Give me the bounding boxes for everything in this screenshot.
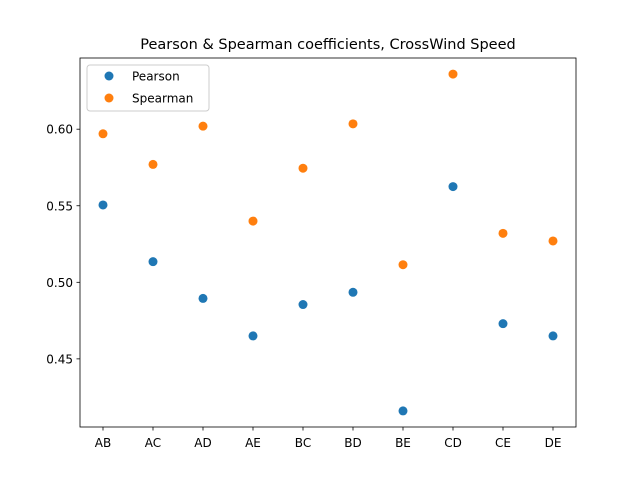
legend: Pearson Spearman (86, 64, 210, 112)
spearman-point (298, 163, 308, 173)
spearman-point (498, 228, 508, 238)
x-tick-label: AE (245, 436, 261, 450)
legend-frame (86, 64, 210, 112)
pearson-point (448, 182, 458, 192)
pearson-point (198, 293, 208, 303)
pearson-point (348, 287, 358, 297)
x-tick-label: BD (344, 436, 361, 450)
spearman-point (548, 236, 558, 246)
pearson-point (248, 331, 258, 341)
y-tick-label: 0.60 (46, 123, 73, 137)
pearson-point (148, 257, 158, 267)
x-tick-label: CD (444, 436, 462, 450)
legend-label-pearson: Pearson (132, 70, 180, 84)
spearman-point (448, 69, 458, 79)
spearman-point (98, 129, 108, 139)
x-tick-label: CE (495, 436, 511, 450)
x-axis: AB AC AD AE BC BD BE CD CE DE (95, 427, 562, 450)
x-tick-label: BE (395, 436, 411, 450)
x-tick-label: AC (145, 436, 161, 450)
legend-marker-spearman (104, 93, 114, 103)
spearman-point (148, 159, 158, 169)
y-tick-label: 0.50 (46, 276, 73, 290)
pearson-point (498, 319, 508, 329)
y-tick-label: 0.55 (46, 199, 73, 213)
x-tick-label: AD (194, 436, 211, 450)
pearson-point (398, 406, 408, 416)
pearson-point (548, 331, 558, 341)
series-spearman (98, 69, 558, 270)
x-tick-label: BC (295, 436, 311, 450)
y-axis: 0.45 0.50 0.55 0.60 (46, 123, 80, 366)
legend-label-spearman: Spearman (132, 92, 193, 106)
series-pearson (98, 182, 558, 416)
spearman-point (198, 121, 208, 131)
axes-frame (79, 57, 577, 428)
x-tick-label: AB (95, 436, 111, 450)
data-points (98, 69, 558, 416)
y-tick-label: 0.45 (46, 352, 73, 366)
spearman-point (248, 216, 258, 226)
pearson-point (98, 200, 108, 210)
spearman-point (348, 119, 358, 129)
chart-title: Pearson & Spearman coefficients, CrossWi… (140, 37, 515, 53)
pearson-point (298, 300, 308, 310)
legend-marker-pearson (104, 71, 114, 81)
x-tick-label: DE (545, 436, 562, 450)
spearman-point (398, 260, 408, 270)
